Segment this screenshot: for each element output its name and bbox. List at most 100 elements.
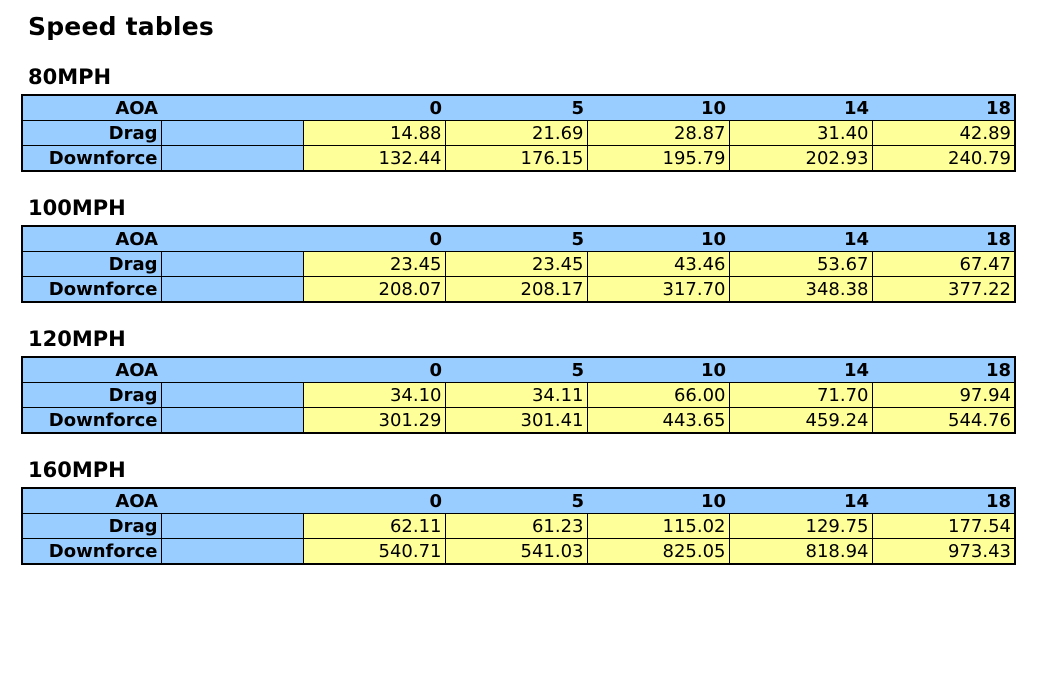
- value-cell: 202.93: [728, 145, 873, 172]
- drag-row: Drag 23.45 23.45 43.46 53.67 67.47: [21, 251, 1016, 277]
- value-cell: 53.67: [728, 251, 873, 277]
- aoa-value-cell: 14: [729, 225, 872, 252]
- spacer-cell: [160, 145, 304, 172]
- aoa-value-cell: 5: [445, 225, 587, 252]
- value-cell: 208.17: [444, 276, 588, 303]
- value-cell: 459.24: [728, 407, 873, 434]
- downforce-row: Downforce 301.29 301.41 443.65 459.24 54…: [21, 407, 1016, 434]
- value-cell: 973.43: [871, 538, 1016, 565]
- speed-section-120mph: 120MPH AOA 0 5 10 14 18 Drag: [21, 327, 1063, 434]
- value-cell: 301.41: [444, 407, 588, 434]
- value-cell: 208.07: [302, 276, 446, 303]
- value-cell: 818.94: [728, 538, 873, 565]
- aoa-value-cell: 10: [587, 94, 729, 121]
- aoa-header-row: AOA 0 5 10 14 18: [22, 487, 1015, 514]
- value-cell: 540.71: [302, 538, 446, 565]
- value-cell: 66.00: [586, 382, 730, 408]
- aoa-value-cell: 18: [872, 225, 1015, 252]
- downforce-row: Downforce 132.44 176.15 195.79 202.93 24…: [21, 145, 1016, 172]
- spacer-cell: [160, 538, 304, 565]
- value-cell: 34.11: [444, 382, 588, 408]
- value-cell: 544.76: [871, 407, 1016, 434]
- aoa-header-row: AOA 0 5 10 14 18: [22, 94, 1015, 121]
- aoa-value-cell: 0: [303, 225, 445, 252]
- value-cell: 62.11: [302, 513, 446, 539]
- spacer-cell: [160, 251, 304, 277]
- aoa-header-row: AOA 0 5 10 14 18: [22, 356, 1015, 383]
- header-spacer-cell: [161, 225, 303, 252]
- aoa-value-cell: 14: [729, 94, 872, 121]
- spacer-cell: [160, 382, 304, 408]
- row-label-cell: Drag: [21, 251, 162, 277]
- speed-section-160mph: 160MPH AOA 0 5 10 14 18 Drag: [21, 458, 1063, 565]
- value-cell: 97.94: [871, 382, 1016, 408]
- section-heading-120mph: 120MPH: [28, 327, 126, 351]
- value-cell: 23.45: [302, 251, 446, 277]
- value-cell: 42.89: [871, 120, 1016, 146]
- speed-table-100mph: AOA 0 5 10 14 18 Drag 23.45 23.45 43.46 …: [21, 225, 1016, 303]
- downforce-row: Downforce 540.71 541.03 825.05 818.94 97…: [21, 538, 1016, 565]
- speed-section-100mph: 100MPH AOA 0 5 10 14 18 Drag: [21, 196, 1063, 303]
- header-spacer-cell: [161, 94, 303, 121]
- value-cell: 377.22: [871, 276, 1016, 303]
- spacer-cell: [160, 276, 304, 303]
- row-label-cell: Drag: [21, 120, 162, 146]
- document-page: Speed tables 80MPH AOA 0 5 10 14 18 D: [21, 12, 1063, 565]
- aoa-value-cell: 0: [303, 487, 445, 514]
- drag-row: Drag 62.11 61.23 115.02 129.75 177.54: [21, 513, 1016, 539]
- aoa-value-cell: 14: [729, 487, 872, 514]
- header-spacer-cell: [161, 356, 303, 383]
- speed-table-160mph: AOA 0 5 10 14 18 Drag 62.11 61.23 115.02…: [21, 487, 1016, 565]
- value-cell: 443.65: [586, 407, 730, 434]
- value-cell: 825.05: [586, 538, 730, 565]
- row-label-cell: Downforce: [21, 538, 162, 565]
- drag-row: Drag 34.10 34.11 66.00 71.70 97.94: [21, 382, 1016, 408]
- aoa-corner-cell: AOA: [22, 487, 161, 514]
- aoa-value-cell: 0: [303, 356, 445, 383]
- spacer-cell: [160, 120, 304, 146]
- aoa-value-cell: 5: [445, 487, 587, 514]
- row-label-cell: Drag: [21, 382, 162, 408]
- aoa-header-row: AOA 0 5 10 14 18: [22, 225, 1015, 252]
- aoa-value-cell: 10: [587, 225, 729, 252]
- value-cell: 301.29: [302, 407, 446, 434]
- value-cell: 176.15: [444, 145, 588, 172]
- aoa-corner-cell: AOA: [22, 225, 161, 252]
- section-heading-160mph: 160MPH: [28, 458, 126, 482]
- value-cell: 129.75: [728, 513, 873, 539]
- aoa-corner-cell: AOA: [22, 356, 161, 383]
- row-label-cell: Downforce: [21, 145, 162, 172]
- speed-table-120mph: AOA 0 5 10 14 18 Drag 34.10 34.11 66.00 …: [21, 356, 1016, 434]
- aoa-value-cell: 10: [587, 356, 729, 383]
- value-cell: 34.10: [302, 382, 446, 408]
- aoa-value-cell: 18: [872, 94, 1015, 121]
- aoa-value-cell: 5: [445, 356, 587, 383]
- speed-section-80mph: 80MPH AOA 0 5 10 14 18 Drag: [21, 65, 1063, 172]
- aoa-value-cell: 18: [872, 356, 1015, 383]
- value-cell: 348.38: [728, 276, 873, 303]
- value-cell: 317.70: [586, 276, 730, 303]
- spacer-cell: [160, 407, 304, 434]
- aoa-value-cell: 18: [872, 487, 1015, 514]
- drag-row: Drag 14.88 21.69 28.87 31.40 42.89: [21, 120, 1016, 146]
- value-cell: 541.03: [444, 538, 588, 565]
- value-cell: 71.70: [728, 382, 873, 408]
- page-title: Speed tables: [28, 12, 214, 41]
- header-spacer-cell: [161, 487, 303, 514]
- value-cell: 43.46: [586, 251, 730, 277]
- section-heading-100mph: 100MPH: [28, 196, 126, 220]
- value-cell: 177.54: [871, 513, 1016, 539]
- value-cell: 61.23: [444, 513, 588, 539]
- value-cell: 132.44: [302, 145, 446, 172]
- aoa-corner-cell: AOA: [22, 94, 161, 121]
- value-cell: 21.69: [444, 120, 588, 146]
- spacer-cell: [160, 513, 304, 539]
- value-cell: 28.87: [586, 120, 730, 146]
- aoa-value-cell: 5: [445, 94, 587, 121]
- row-label-cell: Downforce: [21, 407, 162, 434]
- speed-table-80mph: AOA 0 5 10 14 18 Drag 14.88 21.69 28.87 …: [21, 94, 1016, 172]
- aoa-value-cell: 10: [587, 487, 729, 514]
- aoa-value-cell: 14: [729, 356, 872, 383]
- value-cell: 67.47: [871, 251, 1016, 277]
- aoa-value-cell: 0: [303, 94, 445, 121]
